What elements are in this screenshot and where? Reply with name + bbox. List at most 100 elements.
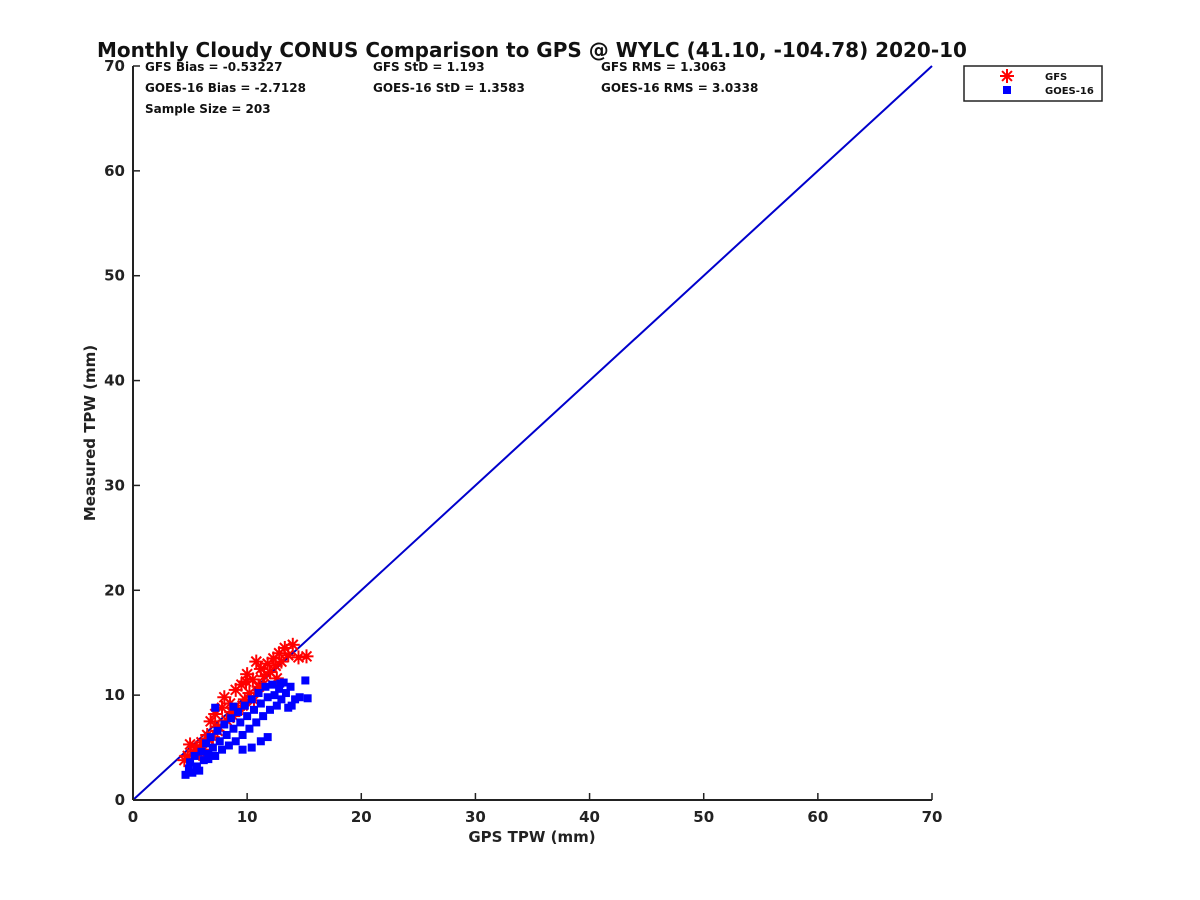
goes-16-point	[195, 766, 204, 775]
x-tick-label: 70	[922, 808, 943, 826]
series-goes-16	[181, 676, 312, 779]
gfs-point-stroke	[292, 651, 305, 664]
goes-16-point	[181, 770, 190, 779]
x-tick-label: 60	[807, 808, 828, 826]
legend-gfs-marker	[1000, 69, 1014, 83]
goes-16-point	[197, 747, 206, 756]
gfs-point	[239, 674, 254, 689]
series-group	[177, 637, 314, 779]
gfs-point-stroke	[247, 673, 259, 686]
goes-16-point	[218, 745, 227, 754]
goes-16-point	[281, 689, 290, 698]
goes-16-point	[268, 680, 277, 689]
y-tick-label: 60	[104, 162, 125, 180]
y-tick-label: 20	[104, 581, 125, 599]
goes-16-point	[231, 737, 240, 746]
gfs-point-stroke	[287, 639, 299, 651]
gfs-point	[285, 637, 300, 652]
y-axis-label: Measured TPW (mm)	[81, 345, 99, 521]
goes-16-point	[204, 749, 213, 758]
goes-16-point	[206, 733, 215, 742]
x-tick-label: 40	[579, 808, 600, 826]
goes-16-point	[186, 758, 195, 767]
goes-16-point	[277, 695, 286, 704]
goes-16-point	[188, 768, 197, 777]
legend: GFS GOES-16	[963, 65, 1103, 102]
gfs-point-stroke	[282, 649, 294, 661]
goes-16-point	[291, 695, 300, 704]
stat-text: GOES-16 StD = 1.3583	[373, 81, 525, 95]
goes-16-point	[272, 701, 281, 710]
legend-gfs-marker-stroke	[1001, 70, 1013, 82]
goes-16-point	[249, 705, 258, 714]
stat-text: GFS Bias = -0.53227	[145, 60, 282, 74]
goes-16-point	[229, 724, 238, 733]
goes-16-point	[259, 712, 268, 721]
stat-text: GOES-16 RMS = 3.0338	[601, 81, 758, 95]
gfs-point	[203, 714, 218, 729]
goes-16-point	[287, 701, 296, 710]
y-tick-label: 30	[104, 476, 125, 494]
goes-16-point	[238, 745, 247, 754]
goes-16-point	[227, 714, 236, 723]
stat-text: GFS StD = 1.193	[373, 60, 485, 74]
gfs-point-stroke	[204, 715, 217, 728]
goes-16-point	[256, 737, 265, 746]
goes-16-point	[295, 693, 304, 702]
goes-16-point	[254, 689, 263, 698]
stat-text: GFS RMS = 1.3063	[601, 60, 726, 74]
goes-16-point	[213, 726, 222, 735]
goes-16-point	[204, 755, 213, 764]
goes-16-point	[211, 703, 220, 712]
gfs-point-stroke	[241, 668, 253, 680]
x-tick-label: 0	[128, 808, 138, 826]
goes-16-point	[275, 684, 284, 693]
goes-16-point	[240, 701, 249, 710]
goes-16-point	[301, 676, 310, 685]
gfs-point-stroke	[250, 655, 262, 668]
gfs-point	[272, 646, 287, 661]
x-axis-label: GPS TPW (mm)	[468, 828, 595, 846]
goes-16-point	[215, 737, 224, 746]
goes-16-point	[243, 712, 252, 721]
gfs-point	[245, 672, 260, 687]
y-tick-label: 70	[104, 57, 125, 75]
goes-16-point	[256, 699, 265, 708]
x-tick-label: 10	[237, 808, 258, 826]
goes-16-point	[222, 730, 231, 739]
goes-16-point	[245, 724, 254, 733]
goes-16-point	[199, 756, 208, 765]
legend-goes-16-label: GOES-16	[1045, 86, 1094, 97]
goes-16-point	[286, 682, 295, 691]
goes-16-point	[238, 730, 247, 739]
legend-box	[963, 65, 1103, 102]
goes-16-point	[184, 764, 193, 773]
goes-16-point	[236, 718, 245, 727]
x-tick-label: 20	[351, 808, 372, 826]
axes-group: 0 10 20 30 40 50 60 70 0 10 20 30 40 50 60 70	[104, 57, 942, 826]
goes-16-point	[265, 705, 274, 714]
goes-16-point	[263, 733, 272, 742]
goes-16-point	[252, 718, 261, 727]
gfs-point-stroke	[300, 650, 313, 663]
goes-16-point	[263, 693, 272, 702]
gfs-point-stroke	[184, 738, 196, 751]
legend-goes-16-marker	[1003, 86, 1011, 94]
y-tick-label: 0	[115, 791, 125, 809]
goes-16-point	[211, 751, 220, 760]
stats-block: GFS Bias = -0.53227 GFS StD = 1.193 GFS RM…	[145, 60, 758, 116]
goes-16-point	[303, 694, 312, 703]
gfs-point-stroke	[240, 675, 252, 688]
goes-16-point	[220, 720, 229, 729]
goes-16-point	[229, 702, 238, 711]
y-tick-label: 10	[104, 686, 125, 704]
goes-16-point	[208, 743, 217, 752]
chart-title: Monthly Cloudy CONUS Comparison to GPS @…	[97, 38, 967, 62]
goes-16-point	[247, 695, 256, 704]
gfs-point-stroke	[243, 687, 256, 699]
stat-text: Sample Size = 203	[145, 102, 271, 116]
x-tick-label: 30	[465, 808, 486, 826]
x-tick-label: 50	[693, 808, 714, 826]
y-tick-label: 40	[104, 372, 125, 390]
